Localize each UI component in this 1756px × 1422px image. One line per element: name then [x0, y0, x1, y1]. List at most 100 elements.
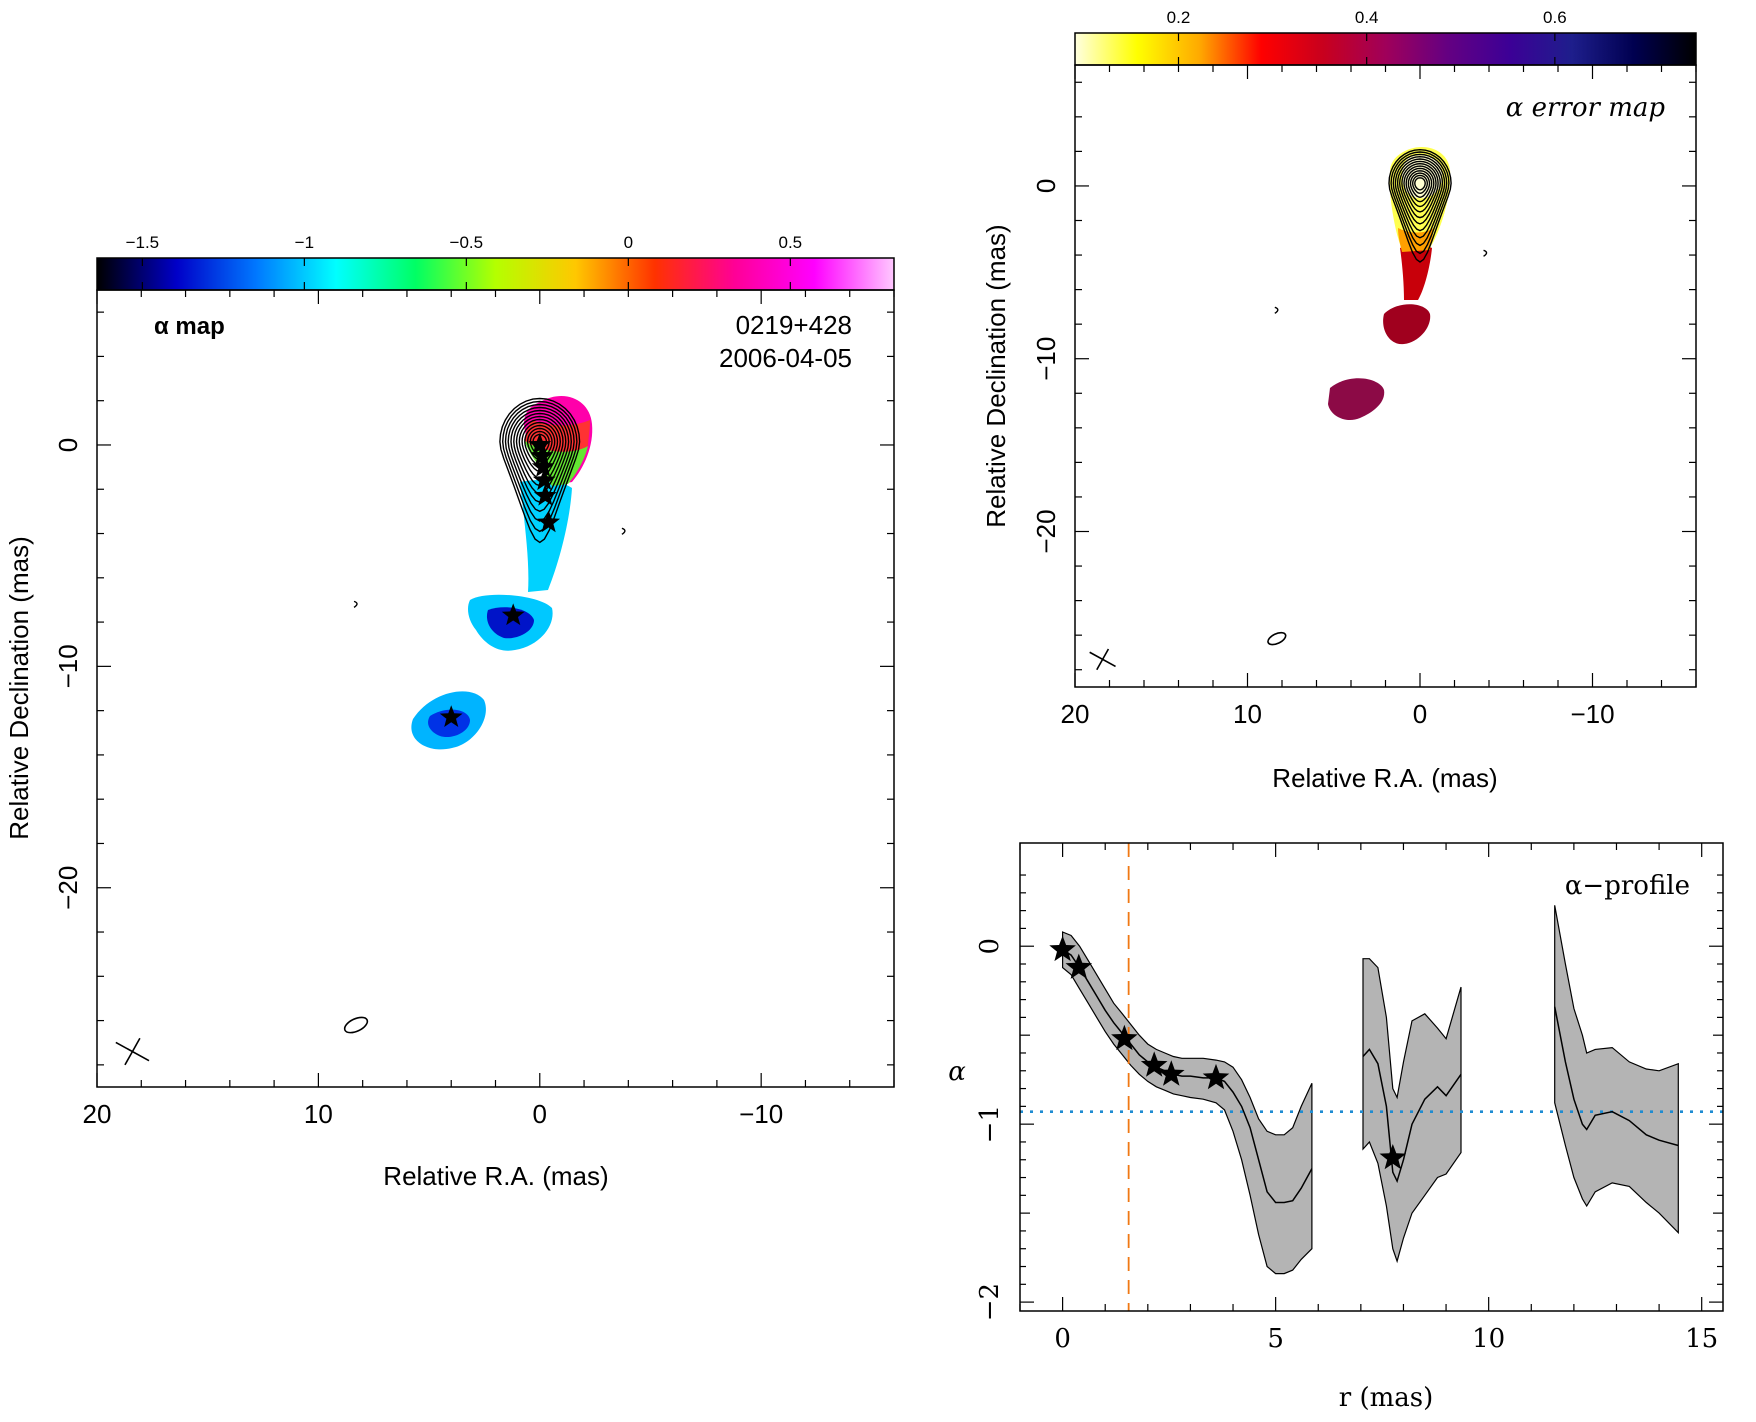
alpha-error-map-y-tick-label: −20	[1031, 509, 1061, 553]
alpha-error-map-panel: 0.2 0.4 0.6 20 10 0 −10 0 −10 −20 α error map Re…	[0, 0, 1697, 793]
alpha-profile-frame	[1019, 842, 1724, 1312]
alpha-profile-ylabel: α	[948, 1057, 966, 1087]
alpha-profile-line	[1062, 949, 1679, 1204]
alpha-error-map-y-tick-label: 0	[1031, 179, 1061, 193]
alpha-map-xlabel: Relative R.A. (mas)	[383, 1161, 608, 1191]
alpha-profile-markers	[1049, 935, 1407, 1170]
alpha-error-map-xlabel: Relative R.A. (mas)	[1272, 763, 1497, 793]
alpha-error-colorbar	[1075, 33, 1696, 65]
alpha-map-component-markers	[439, 433, 560, 727]
observation-date: 2006-04-05	[719, 343, 852, 373]
alpha-profile-axes: 0 5 10 15 0 −1 −2	[975, 843, 1723, 1354]
alpha-map-y-tick-label: −10	[53, 644, 83, 688]
alpha-error-map-core-contour	[1414, 177, 1426, 191]
alpha-error-map-y-tick-label: −10	[1031, 337, 1061, 381]
component-star-marker	[537, 510, 560, 533]
alpha-error-map-spurious-contour	[1274, 306, 1279, 314]
alpha-profile-star-marker	[1140, 1051, 1168, 1077]
alpha-map-contours	[0, 0, 581, 544]
alpha-error-map-x-tick-label: −10	[1570, 699, 1614, 729]
alpha-profile-star-marker	[1157, 1060, 1185, 1086]
alpha-profile-star-marker	[1065, 953, 1093, 979]
alpha-map-label: α map	[154, 313, 225, 340]
error-map-color-knot-c	[1328, 378, 1385, 421]
alpha-profile-star-marker	[1111, 1024, 1138, 1051]
alpha-map-spurious-contour	[353, 600, 358, 608]
alpha-profile-x-tick-label: 0	[1054, 1324, 1071, 1354]
alpha-map-core-contour	[510, 409, 570, 503]
alpha-map-outer-contour	[0, 0, 6, 2]
alpha-map-core-contour	[513, 412, 567, 495]
alpha-profile-band-segment	[1554, 905, 1679, 1235]
alpha-map-color-knot-b-dark	[486, 607, 534, 639]
alpha-map-core-contour	[501, 400, 578, 533]
alpha-map-core-contour	[526, 427, 553, 461]
alpha-map-x-tick-label: 0	[533, 1099, 547, 1129]
alpha-error-map-ylabel: Relative Declination (mas)	[981, 224, 1011, 527]
component-star-marker	[501, 603, 525, 626]
alpha-error-map-frame	[1074, 64, 1697, 688]
alpha-colorbar-tick-label: −1.5	[126, 233, 160, 252]
alpha-colorbar-ticks: −1.5 −1 −0.5 0 0.5	[126, 233, 802, 290]
alpha-colorbar-tick-label: 0	[624, 233, 633, 252]
alpha-profile-band-segment	[1362, 958, 1462, 1264]
alpha-error-map-beam-cross	[1096, 648, 1110, 671]
alpha-map-core-contour	[499, 397, 581, 544]
alpha-error-map-core-contour	[1407, 170, 1433, 203]
alpha-error-map-x-tick-label: 0	[1413, 699, 1427, 729]
alpha-map-beam-ellipse	[343, 1016, 369, 1034]
alpha-map-core-contour	[521, 421, 559, 473]
alpha-map-axes: 20 10 0 −10 0 −10 −20	[53, 290, 895, 1129]
component-star-marker	[528, 433, 552, 455]
alpha-error-map-core-contour	[1409, 172, 1431, 199]
component-star-marker	[533, 483, 557, 506]
source-name: 0219+428	[736, 310, 852, 340]
alpha-error-map-core-contour	[1394, 155, 1446, 239]
alpha-error-map-x-tick-label: 10	[1233, 699, 1262, 729]
alpha-colorbar	[97, 258, 894, 290]
alpha-map-x-tick-label: −10	[739, 1099, 783, 1129]
alpha-error-map-axes: 20 10 0 −10 0 −10 −20	[1031, 65, 1697, 729]
alpha-error-map-extras	[1089, 249, 1488, 671]
alpha-error-map-contours	[0, 0, 1452, 263]
alpha-profile-y-tick-label: −1	[975, 1105, 1005, 1143]
alpha-error-map-core-contour	[1388, 148, 1452, 263]
alpha-profile-label: α−profile	[1565, 871, 1690, 901]
alpha-error-map-core-contour	[1403, 165, 1437, 213]
component-star-marker	[531, 455, 555, 477]
component-star-marker	[439, 705, 463, 727]
alpha-error-map-x-tick-label: 20	[1061, 699, 1090, 729]
alpha-error-colorbar-tick-label: 0.2	[1167, 8, 1191, 27]
alpha-map-frame	[96, 289, 895, 1088]
alpha-error-map-core-contour	[1392, 153, 1448, 247]
alpha-colorbar-tick-label: −0.5	[450, 233, 484, 252]
alpha-error-map-image	[0, 0, 1488, 671]
alpha-map-spurious-contour	[621, 527, 626, 535]
alpha-profile-y-tick-label: 0	[975, 938, 1005, 955]
alpha-map-ylabel: Relative Declination (mas)	[4, 536, 34, 839]
alpha-profile-line-segment	[1553, 1006, 1679, 1147]
alpha-error-map-core-contour	[1398, 160, 1442, 225]
alpha-profile-star-marker	[1049, 935, 1076, 962]
alpha-map-image	[0, 0, 626, 1066]
alpha-error-colorbar-tick-label: 0.6	[1543, 8, 1567, 27]
alpha-profile-xlabel: r (mas)	[1339, 1383, 1433, 1413]
alpha-profile-x-tick-label: 10	[1472, 1324, 1505, 1354]
alpha-profile-x-tick-label: 5	[1267, 1324, 1284, 1354]
alpha-error-colorbar-tick-label: 0.4	[1355, 8, 1379, 27]
alpha-error-map-beam-ellipse	[1267, 631, 1287, 646]
alpha-map-x-tick-label: 10	[304, 1099, 333, 1129]
alpha-profile-error-band	[1062, 905, 1679, 1275]
alpha-profile-reference-lines	[1020, 843, 1723, 1311]
alpha-error-map-outer-contour	[0, 0, 6, 2]
alpha-map-core-contour	[518, 418, 562, 479]
alpha-map-y-tick-label: 0	[53, 438, 83, 452]
component-star-marker	[530, 444, 554, 466]
alpha-map-panel: −1.5 −1 −0.5 0 0.5 20 10 0 −10 0 −10 −20 α map 021…	[0, 0, 895, 1191]
alpha-map-core-contour	[507, 406, 573, 513]
alpha-profile-star-marker	[1202, 1063, 1230, 1090]
alpha-profile-x-tick-label: 15	[1685, 1324, 1718, 1354]
alpha-map-core-contour	[504, 403, 575, 522]
alpha-error-map-label: α error map	[1506, 93, 1666, 123]
